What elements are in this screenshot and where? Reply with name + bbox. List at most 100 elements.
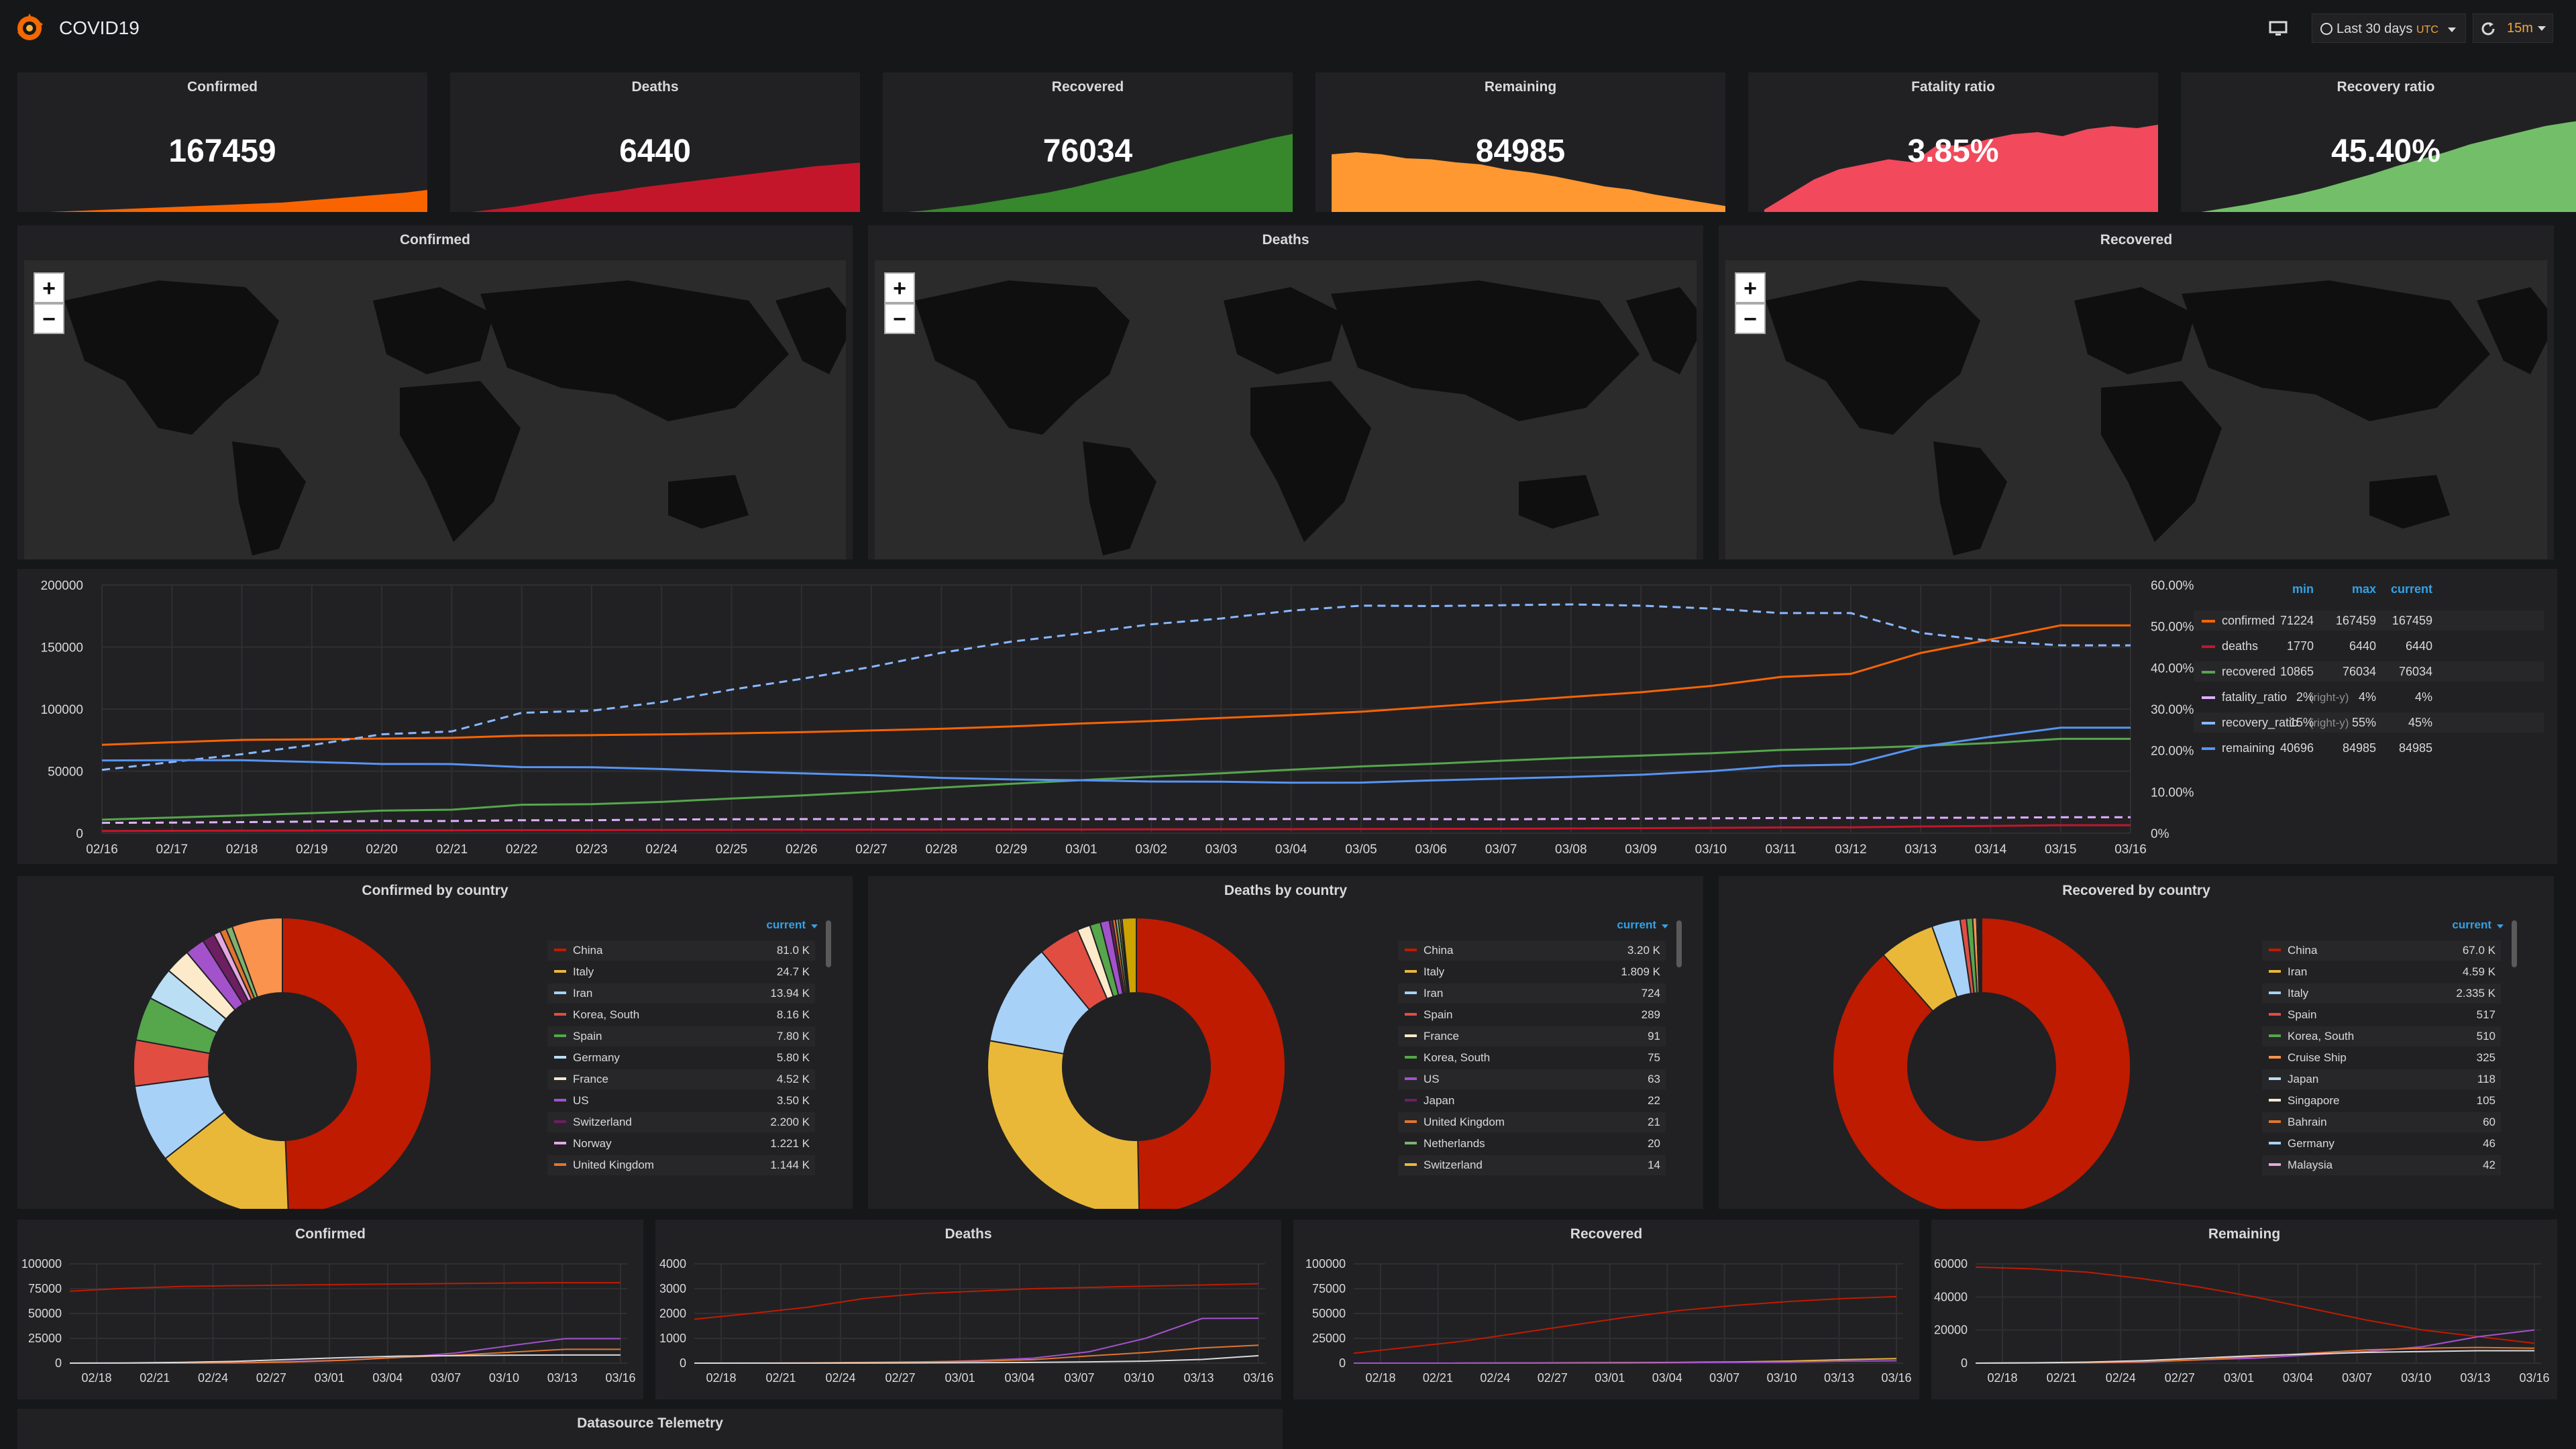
legend-country-name: Japan: [1424, 1094, 1454, 1107]
zoom-in-button[interactable]: +: [1735, 272, 1766, 303]
y-tick-label: 50000: [1312, 1307, 1346, 1320]
legend-axis-note: (right-y): [2310, 691, 2349, 704]
zoom-out-button[interactable]: −: [884, 303, 915, 334]
zoom-in-button[interactable]: +: [34, 272, 64, 303]
refresh-button[interactable]: 15m: [2473, 13, 2553, 43]
stat-panel-deaths[interactable]: Deaths 6440: [450, 72, 860, 212]
continent-shape: [64, 280, 279, 435]
legend-country-name: Singapore: [2288, 1094, 2340, 1107]
x-tick-label: 03/05: [1345, 843, 1377, 857]
map-panel-confirmed[interactable]: Confirmed + −: [17, 225, 853, 559]
world-map[interactable]: + −: [875, 260, 1703, 559]
x-tick-label: 03/01: [1595, 1371, 1625, 1385]
x-tick-label: 03/16: [605, 1371, 635, 1385]
pie-slice-italy: [987, 1040, 1140, 1209]
series-line: [1975, 1266, 2535, 1344]
legend-swatch: [2202, 620, 2215, 623]
line-panel-remaining[interactable]: Remaining 0 20000 40000 60000 02/18 02/21 02/24…: [1931, 1220, 2557, 1399]
zoom-out-button[interactable]: −: [1735, 303, 1766, 334]
legend-swatch: [1405, 970, 1417, 973]
legend-country-name: Spain: [573, 1030, 602, 1042]
legend-swatch: [2269, 1034, 2281, 1037]
series-line-fatality_ratio: [101, 816, 2131, 824]
x-tick-label: 02/18: [1987, 1371, 2017, 1385]
legend-country-value: 289: [1642, 1008, 1660, 1021]
sparkline-area: [2201, 121, 2576, 212]
stat-panel-recovery-ratio[interactable]: Recovery ratio 45.40%: [2181, 72, 2576, 212]
legend-row-bg: [2262, 983, 2501, 1004]
legend-name-recovery_ratio: recovery_ratio: [2222, 716, 2298, 730]
panel-title: Remaining: [2208, 1226, 2281, 1242]
legend-swatch: [554, 1120, 566, 1123]
x-tick-label: 02/17: [156, 843, 189, 857]
x-tick-label: 02/28: [926, 843, 958, 857]
x-tick-label: 03/04: [1004, 1371, 1034, 1385]
map-panel-deaths[interactable]: Deaths + −: [868, 225, 1703, 559]
time-range-picker[interactable]: Last 30 days UTC: [2312, 13, 2466, 43]
legend-country-name: Korea, South: [2288, 1030, 2354, 1042]
legend-country-name: China: [1424, 944, 1454, 957]
legend-country-value: 14: [1648, 1159, 1660, 1171]
dashboard-title[interactable]: COVID19: [59, 17, 140, 38]
zoom-in-button[interactable]: +: [884, 272, 915, 303]
pie-panel-deaths-by-country[interactable]: Deaths by country current China 3.20 K Italy…: [868, 876, 1703, 1209]
x-tick-label: 03/16: [1881, 1371, 1911, 1385]
pie-slice-italy: [164, 1111, 289, 1209]
chevron-down-icon: [2448, 28, 2456, 32]
y-tick-label: 50000: [28, 1307, 62, 1320]
y2-tick-label: 60.00%: [2151, 579, 2194, 593]
legend-country-value: 91: [1648, 1030, 1660, 1042]
stat-panel-recovered[interactable]: Recovered 76034: [883, 72, 1293, 212]
sparkline: [50, 190, 427, 212]
x-tick-label: 02/16: [86, 843, 118, 857]
continent-shape: [480, 280, 789, 421]
legend-swatch: [2269, 949, 2281, 951]
pie-panel-confirmed-by-country[interactable]: Confirmed by country current China 81.0 K It…: [17, 876, 853, 1209]
x-tick-label: 02/24: [198, 1371, 228, 1385]
legend-row-bg: [1398, 962, 1666, 982]
x-tick-label: 03/07: [431, 1371, 461, 1385]
legend-country-value: 510: [2477, 1030, 2496, 1042]
y-tick-label: 200000: [41, 579, 83, 593]
legend-min: 1770: [2287, 639, 2314, 653]
legend-swatch: [2202, 722, 2215, 724]
legend-country-value: 1.221 K: [770, 1137, 810, 1150]
legend-country-name: US: [1424, 1073, 1440, 1085]
legend-row-bg: [547, 1005, 815, 1025]
y2-tick-label: 20.00%: [2151, 745, 2194, 759]
world-map[interactable]: + −: [1725, 260, 2554, 559]
world-map[interactable]: + −: [24, 260, 853, 559]
stat-panel-fatality-ratio[interactable]: Fatality ratio 3.85%: [1748, 72, 2158, 212]
map-panel-recovered[interactable]: Recovered + −: [1719, 225, 2554, 559]
stat-panel-confirmed[interactable]: Confirmed 167459: [17, 72, 427, 212]
line-panel-deaths[interactable]: Deaths 0 1000 2000 3000 4000 02/18 02/21 02/24 02…: [655, 1220, 1281, 1399]
stat-panel-remaining[interactable]: Remaining 84985: [1316, 72, 1725, 212]
tv-mode-icon[interactable]: [2265, 15, 2292, 42]
pie-chart: current China 67.0 K Iran 4.59 K Italy 2.335 K…: [1832, 916, 2517, 1209]
pie-panel-recovered-by-country[interactable]: Recovered by country current China 67.0 K Ir…: [1719, 876, 2554, 1209]
x-tick-label: 02/18: [81, 1371, 111, 1385]
y2-tick-label: 10.00%: [2151, 786, 2194, 800]
x-tick-label: 02/29: [996, 843, 1028, 857]
legend-country-name: China: [573, 944, 603, 957]
continent-shape: [1250, 381, 1371, 542]
legend-country-name: US: [573, 1094, 589, 1107]
panel-title: Recovery ratio: [2337, 79, 2435, 95]
series-line: [694, 1283, 1259, 1320]
legend-header-max: max: [2352, 582, 2376, 596]
line-panel-confirmed[interactable]: Confirmed 0 25000 50000 75000 100000 02/18 02/2…: [17, 1220, 643, 1399]
grafana-logo-icon[interactable]: [13, 12, 46, 44]
x-tick-label: 03/12: [1835, 843, 1867, 857]
x-tick-label: 02/21: [1423, 1371, 1453, 1385]
legend-row-bg: [547, 962, 815, 982]
line-panel-recovered[interactable]: Recovered 0 25000 50000 75000 100000 02/18 02/2…: [1293, 1220, 1919, 1399]
legend-name-remaining: remaining: [2222, 741, 2275, 755]
zoom-out-button[interactable]: −: [34, 303, 64, 334]
legend-row-bg: [547, 1134, 815, 1154]
legend-country-value: 3.50 K: [777, 1094, 810, 1107]
legend-row-bg: [2262, 1091, 2501, 1111]
legend-row-bg: [1398, 1026, 1666, 1046]
y-tick-label: 20000: [1934, 1324, 1968, 1337]
refresh-icon: [2481, 22, 2495, 36]
x-tick-label: 02/18: [226, 843, 258, 857]
